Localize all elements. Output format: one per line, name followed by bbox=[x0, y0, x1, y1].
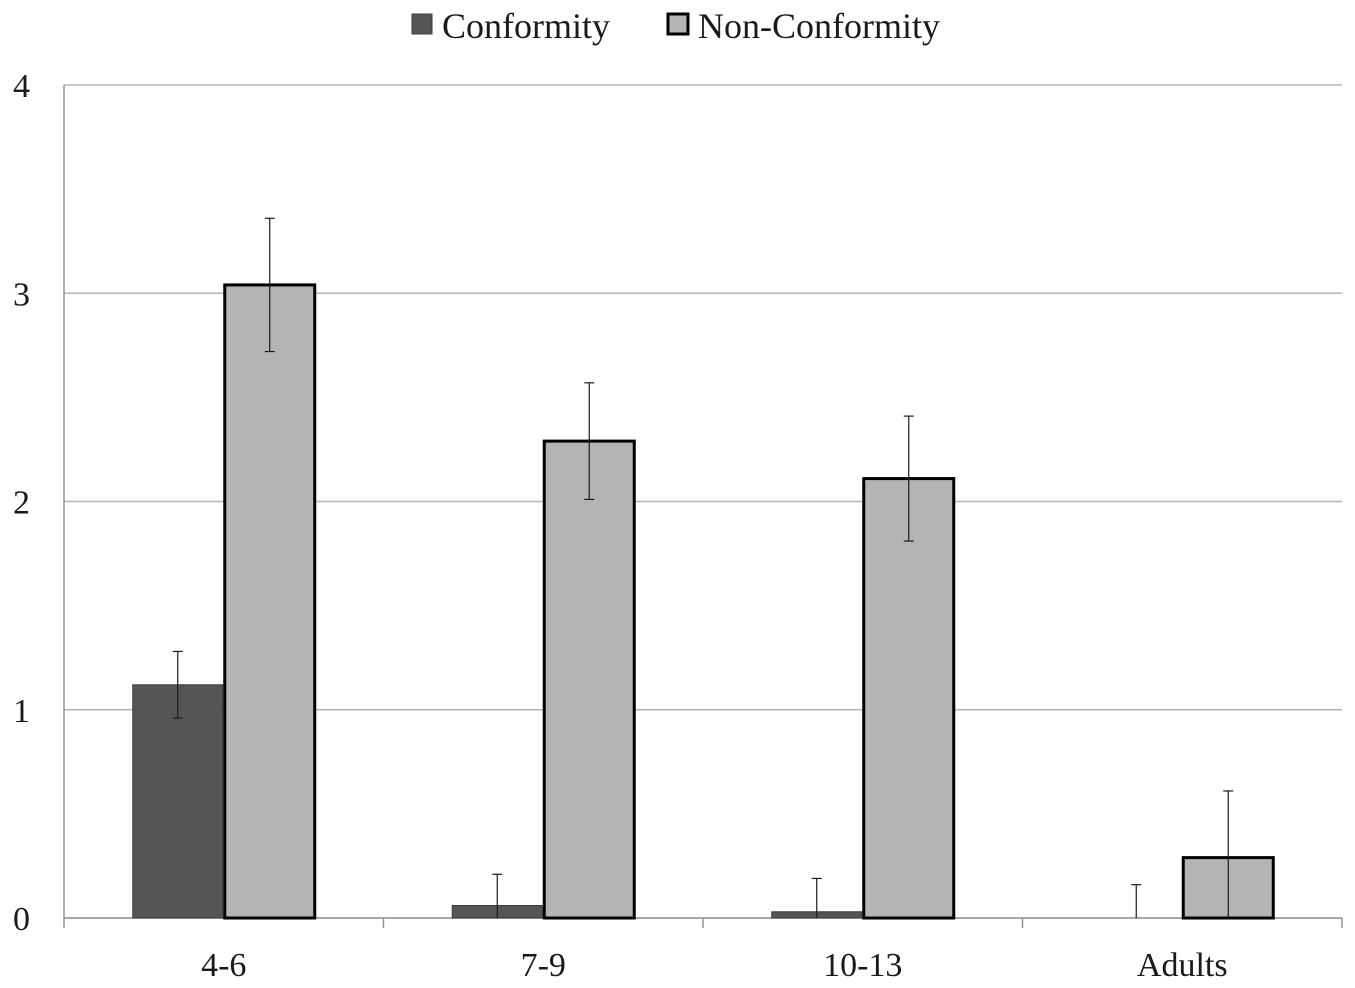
y-tick-label: 0 bbox=[13, 901, 30, 938]
x-tick-labels: 4-6 7-9 10-13 Adults bbox=[201, 947, 1228, 984]
x-tick-label: 4-6 bbox=[201, 947, 246, 984]
bar-non-conformity bbox=[862, 477, 956, 920]
y-tick-labels: 0 1 2 3 4 bbox=[13, 68, 30, 938]
legend-swatch-conformity bbox=[411, 13, 433, 35]
x-tick-label: Adults bbox=[1137, 947, 1228, 984]
bar-conformity bbox=[132, 684, 224, 919]
y-tick-label: 3 bbox=[13, 276, 30, 313]
x-tick-label: 7-9 bbox=[521, 947, 566, 984]
legend-label-conformity: Conformity bbox=[442, 6, 610, 46]
y-tick-label: 4 bbox=[13, 68, 30, 105]
legend: Conformity Non-Conformity bbox=[411, 6, 940, 46]
bar-non-conformity bbox=[542, 439, 636, 920]
error-bars bbox=[172, 217, 1234, 918]
bar-non-conformity bbox=[223, 283, 317, 920]
legend-swatch-non-conformity bbox=[666, 12, 690, 36]
legend-label-non-conformity: Non-Conformity bbox=[698, 6, 940, 46]
x-tick-label: 10-13 bbox=[823, 947, 902, 984]
bars bbox=[132, 283, 1275, 920]
y-tick-label: 1 bbox=[13, 693, 30, 730]
y-tick-label: 2 bbox=[13, 485, 30, 522]
